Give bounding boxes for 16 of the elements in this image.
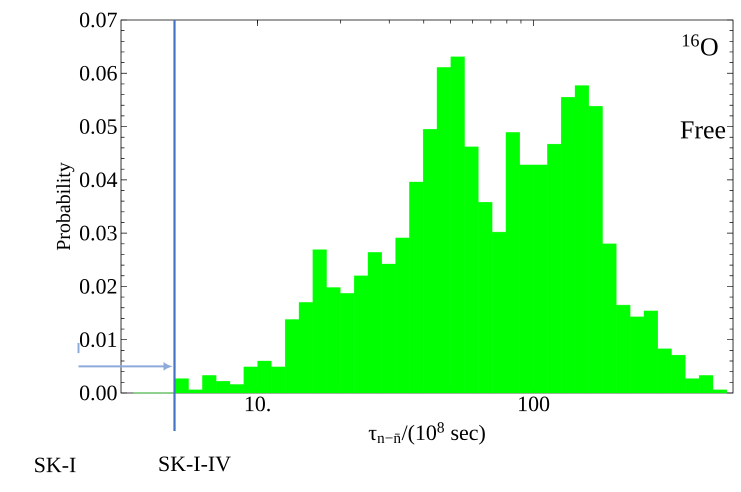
y-tick-label: 0.03 (80, 226, 117, 241)
text: SK-I (35, 458, 76, 472)
annotation: $^{16}$O (682, 34, 718, 56)
y-tick-label: 0.00 (80, 386, 117, 400)
x-axis-title: τ$_{n−n̄}$/(10$^{8}$ sec) (368, 422, 485, 445)
x-tick-label: 100 (519, 396, 550, 412)
y-tick-label: 0.05 (80, 119, 117, 134)
y-tick-label: 0.02 (80, 278, 116, 294)
x-tick-label: 10. (246, 396, 270, 412)
y-tick-label: 0.07 (80, 12, 117, 28)
y-axis-title: Probability (56, 162, 74, 250)
y-tick-label: 0.01 (80, 332, 116, 348)
ref-line-label: SK-I-IV (159, 456, 231, 472)
y-tick-label: 0.06 (80, 66, 117, 81)
annotation: Free (680, 121, 726, 139)
y-tick-label: 0.04 (80, 172, 118, 188)
